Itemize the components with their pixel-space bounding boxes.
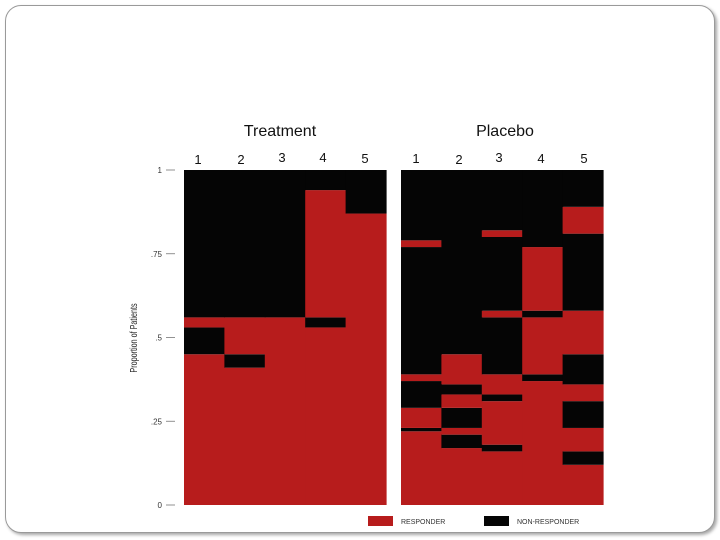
placebo-col4-seg2-non-responder (522, 374, 564, 382)
placebo-title: Placebo (476, 123, 534, 140)
placebo-col5-seg5-responder (562, 384, 604, 402)
treatment-col-label-4: 4 (319, 150, 327, 165)
placebo-col5-seg9-responder (562, 206, 604, 234)
placebo-col4-seg5-responder (522, 247, 564, 311)
y-axis-label: Proportion of Patients (128, 303, 139, 373)
treatment-col-label-5: 5 (361, 151, 369, 166)
placebo-col1-seg6-non-responder (401, 247, 442, 375)
placebo-col-label-2: 2 (455, 152, 463, 167)
treatment-col5-seg2-non-responder (345, 170, 387, 214)
treatment-col2-seg4-non-responder (224, 170, 266, 318)
placebo-col1-seg2-non-responder (401, 427, 442, 432)
placebo-col5-seg3-responder (562, 427, 604, 452)
placebo-col2-seg8-non-responder (441, 170, 483, 355)
placebo-col1-seg8-non-responder (401, 170, 442, 241)
placebo-col3-seg5-responder (481, 374, 523, 395)
legend-non-responder-label: NON-RESPONDER (517, 519, 579, 526)
placebo-col-label-4: 4 (537, 151, 545, 166)
placebo-col5-seg7-responder (562, 310, 604, 355)
bars (184, 170, 604, 506)
treatment-col4-seg3-responder (305, 190, 347, 318)
y-tick-label: 1 (158, 166, 163, 175)
placebo-col3-seg3-responder (481, 401, 523, 445)
placebo-col3-seg8-non-responder (481, 237, 523, 311)
placebo-col3-seg4-non-responder (481, 394, 523, 402)
placebo-col1-seg3-responder (401, 407, 442, 428)
treatment-col5-seg1-responder (345, 213, 387, 506)
placebo-col5-seg6-non-responder (562, 354, 604, 385)
placebo-col1-seg7-responder (401, 240, 442, 248)
placebo-col5-seg8-non-responder (562, 233, 604, 311)
legend-responder-label: RESPONDER (401, 519, 445, 526)
legend: RESPONDER NON-RESPONDER (368, 516, 579, 526)
placebo-col3-seg6-non-responder (481, 317, 523, 375)
placebo-col4-seg4-non-responder (522, 310, 564, 318)
treatment-col-label-1: 1 (194, 152, 202, 167)
placebo-col2-seg6-non-responder (441, 384, 483, 395)
legend-responder-swatch (368, 516, 393, 526)
treatment-col1-seg1-responder (184, 354, 225, 505)
y-axis: 0 .25 .5 .75 1 (151, 166, 175, 510)
treatment-col-label-3: 3 (278, 150, 286, 165)
treatment-col2-seg2-non-responder (224, 354, 266, 368)
placebo-col2-seg7-responder (441, 354, 483, 385)
treatment-col2-seg1-responder (224, 367, 266, 505)
placebo-col4-seg6-non-responder (522, 170, 564, 248)
placebo-col3-seg7-responder (481, 310, 523, 318)
placebo-col-label-1: 1 (412, 151, 420, 166)
placebo-col3-seg9-responder (481, 230, 523, 237)
y-tick-label: .25 (151, 417, 163, 426)
treatment-title: Treatment (243, 123, 317, 140)
treatment-col4-seg4-non-responder (305, 170, 347, 191)
treatment-col4-seg1-responder (305, 327, 347, 505)
treatment-col2-seg3-responder (224, 317, 266, 355)
placebo-col5-seg10-non-responder (562, 170, 604, 207)
placebo-col-label-3: 3 (495, 150, 503, 165)
placebo-col2-seg5-responder (441, 394, 483, 408)
placebo-col2-seg4-non-responder (441, 407, 483, 428)
placebo-col1-seg5-responder (401, 374, 442, 382)
placebo-col4-seg1-responder (522, 381, 564, 505)
treatment-col4-seg2-non-responder (305, 317, 347, 328)
placebo-col5-seg2-non-responder (562, 451, 604, 465)
treatment-col3-seg2-non-responder (264, 170, 306, 318)
placebo-col1-seg1-responder (401, 431, 442, 505)
placebo-col1-seg4-non-responder (401, 381, 442, 408)
legend-non-responder-swatch (484, 516, 509, 526)
placebo-col3-seg2-non-responder (481, 444, 523, 452)
placebo-col2-seg1-responder (441, 448, 483, 505)
placebo-col5-seg4-non-responder (562, 401, 604, 428)
y-tick-label: .5 (155, 334, 162, 343)
treatment-col-label-2: 2 (237, 152, 245, 167)
placebo-col5-seg1-responder (562, 464, 604, 505)
placebo-col3-seg1-responder (481, 451, 523, 505)
treatment-col1-seg2-non-responder (184, 327, 225, 355)
placebo-col2-seg3-responder (441, 427, 483, 435)
y-tick-label: 0 (158, 501, 163, 510)
y-tick-label: .75 (151, 250, 163, 259)
treatment-col1-seg4-non-responder (184, 170, 225, 318)
placebo-col-label-5: 5 (580, 151, 588, 166)
treatment-col3-seg1-responder (264, 317, 306, 505)
treatment-col1-seg3-responder (184, 317, 225, 328)
placebo-col4-seg3-responder (522, 317, 564, 375)
placebo-col2-seg2-non-responder (441, 434, 483, 449)
placebo-col3-seg10-non-responder (481, 170, 523, 231)
